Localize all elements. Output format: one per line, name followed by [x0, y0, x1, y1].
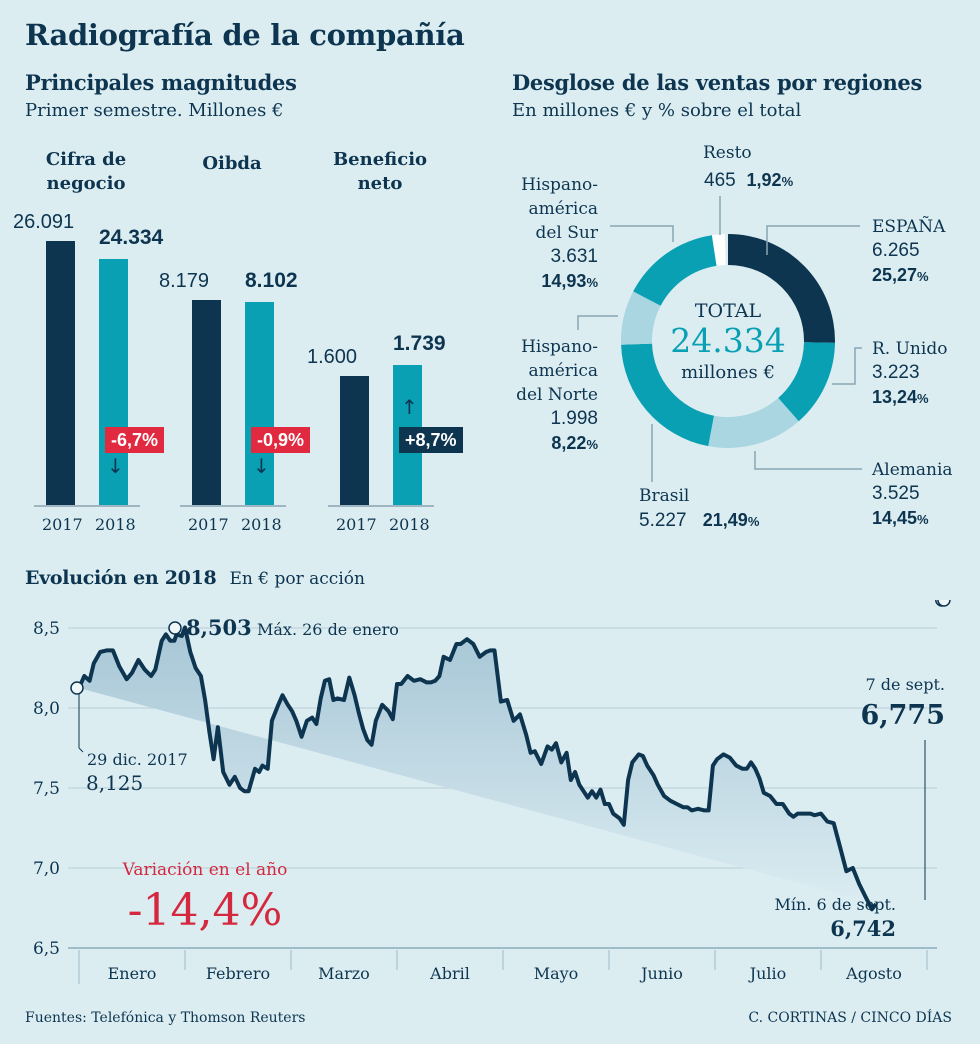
- donut-slice-r-unido: [778, 342, 835, 422]
- price-area: [79, 627, 877, 910]
- leader-hisp-norte: [577, 315, 618, 330]
- bar-2018: [99, 258, 128, 506]
- price-line: [77, 625, 878, 912]
- region-label-runido: R. Unido 3.223 13,24%: [872, 339, 948, 407]
- footer-sources: Fuentes: Telefónica y Thomson Reuters: [25, 1010, 306, 1026]
- year-label: 2018: [389, 515, 430, 534]
- year-label: 2018: [241, 515, 282, 534]
- region-label-espana: ESPAÑA 6.265 25,27%: [872, 217, 946, 285]
- year-label: 2017: [42, 515, 83, 534]
- bar-2017: [192, 300, 221, 506]
- leader-hisp-sur: [610, 225, 674, 242]
- bar-group-title: Cifra de negocio: [26, 148, 146, 196]
- start-leader-tick: [78, 747, 84, 753]
- bar-value-2018: 8.102: [245, 268, 298, 292]
- bar-group-title-line2: neto: [357, 173, 403, 194]
- regions-title: Desglose de las ventas por regiones: [512, 70, 923, 95]
- arrow-down-icon: ↓: [253, 454, 270, 478]
- year-label: 2018: [95, 515, 136, 534]
- leader-lines: [577, 196, 862, 482]
- x-tick-label: Abril: [429, 964, 470, 983]
- max-date-label: Máx. 26 de enero: [257, 620, 399, 639]
- bar-group-title-line1: Beneficio: [332, 149, 428, 170]
- magnitudes-title: Principales magnitudes: [25, 70, 297, 95]
- arrow-down-icon: ↓: [107, 454, 124, 478]
- leader-alemania: [754, 451, 862, 470]
- footer-credit: C. CORTINAS / CINCO DÍAS: [748, 1010, 952, 1026]
- region-label-resto: Resto: [703, 143, 752, 163]
- x-tick-label: Agosto: [845, 964, 902, 983]
- variation-label: Variación en el año: [122, 860, 288, 880]
- max-marker: [168, 621, 182, 635]
- bar-value-2018: 24.334: [99, 225, 164, 249]
- bar-group-title-line1: Cifra de: [45, 149, 127, 170]
- bar-2017: [340, 376, 369, 506]
- x-tick-label: Marzo: [318, 964, 370, 983]
- min-date-label: Mín. 6 de sept.: [775, 895, 896, 914]
- x-tick-label: Enero: [108, 964, 157, 983]
- start-date-label: 29 dic. 2017: [87, 750, 188, 769]
- x-tick-label: Febrero: [206, 964, 270, 983]
- x-tick-label: Mayo: [534, 964, 579, 983]
- max-value-label: 8,503: [186, 615, 252, 640]
- donut-slice-hispanoamérica-del-sur: [633, 235, 717, 306]
- donut-slice-brasil: [621, 343, 714, 447]
- donut-total-value: 24.334: [670, 321, 785, 360]
- min-value-label: 6,742: [830, 916, 896, 941]
- bar-baseline: [34, 505, 140, 507]
- bar-baseline: [328, 505, 434, 507]
- bar-group-title: Beneficio neto: [320, 148, 440, 196]
- donut-slice-hispanoamérica-del-norte: [621, 291, 661, 345]
- x-tick-label: Julio: [748, 964, 787, 983]
- start-value-label: 8,125: [86, 771, 143, 795]
- region-label-hisp-sur: Hispano- américa del Sur 3.631 14,93%: [521, 175, 598, 291]
- arrow-up-icon: ↑: [401, 395, 418, 419]
- evolution-title: Evolución en 2018: [25, 567, 217, 589]
- variation-value: -14,4%: [128, 885, 283, 936]
- region-label-hisp-norte: Hispano- américa del Norte 1.998 8,22%: [516, 337, 598, 453]
- bar-2017: [46, 241, 75, 506]
- donut-total-unit: millones €: [681, 362, 775, 383]
- regions-subtitle: En millones € y % sobre el total: [512, 100, 802, 121]
- bar-value-2017: 8.179: [159, 270, 210, 292]
- bar-value-2017: 26.091: [13, 211, 75, 233]
- change-badge: +8,7%: [399, 427, 463, 453]
- donut-slice-alemania: [708, 398, 799, 448]
- region-label-alemania: Alemania 3.525 14,45%: [872, 460, 953, 528]
- leader-espana: [766, 225, 860, 255]
- year-label: 2017: [336, 515, 377, 534]
- bar-group-title-line2: negocio: [46, 173, 126, 194]
- bar-baseline: [180, 505, 286, 507]
- bar-value-2018: 1.739: [393, 331, 446, 355]
- y-tick-label: 7,0: [33, 859, 60, 879]
- donut-total-label: TOTAL: [695, 300, 762, 322]
- donut-slice-resto: [711, 234, 726, 266]
- end-marker: [937, 600, 951, 607]
- bar-group-title-line1: Oibda: [202, 153, 262, 174]
- stock-price-chart: 8,5 8,0 7,5 7,0 6,5 Enero Febrero Marzo Abril Ma…: [33, 600, 951, 984]
- y-tick-label: 8,5: [33, 619, 60, 639]
- change-badge: -6,7%: [105, 427, 165, 453]
- end-value-label: 6,775: [860, 700, 945, 731]
- bar-2018: [245, 301, 274, 506]
- evolution-subtitle: En € por acción: [229, 569, 365, 589]
- region-label-brasil: Brasil 5.227 21,49%: [639, 486, 760, 531]
- bar-value-2017: 1.600: [307, 346, 358, 368]
- start-marker: [70, 681, 84, 695]
- leader-runido: [832, 347, 862, 385]
- y-tick-label: 7,5: [33, 779, 60, 799]
- donut-slice-españa: [728, 234, 835, 343]
- regions-donut-chart: TOTAL 24.334 millones €: [577, 196, 862, 482]
- magnitudes-subtitle: Primer semestre. Millones €: [25, 100, 284, 121]
- y-tick-label: 6,5: [33, 939, 60, 959]
- year-label: 2017: [188, 515, 229, 534]
- change-badge: -0,9%: [251, 427, 311, 453]
- page-title: Radiografía de la compañía: [25, 18, 465, 52]
- x-tick-label: Junio: [639, 964, 683, 983]
- bar-group-title: Oibda: [172, 152, 292, 176]
- y-tick-label: 8,0: [33, 699, 60, 719]
- evolution-heading: Evolución en 2018 En € por acción: [25, 567, 365, 589]
- region-value-resto: 465 1,92%: [704, 170, 794, 191]
- end-date-label: 7 de sept.: [866, 675, 946, 694]
